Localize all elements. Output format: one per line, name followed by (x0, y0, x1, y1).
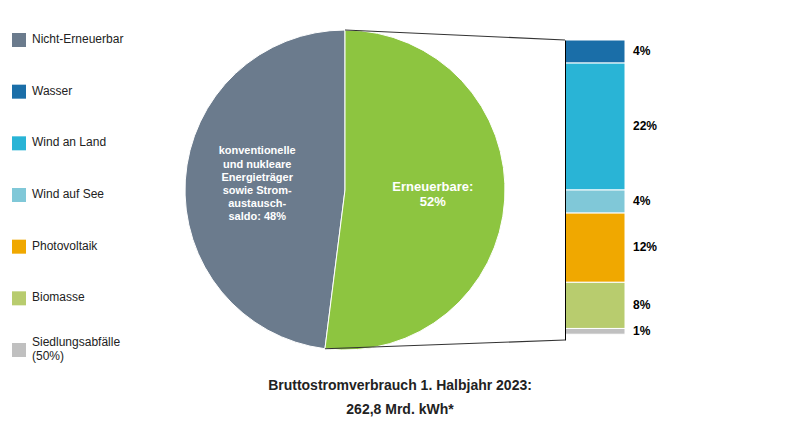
bar-label: 4% (633, 44, 651, 58)
legend-swatch (12, 136, 26, 150)
connector-line (325, 340, 565, 349)
text-line: 52% (420, 195, 446, 210)
legend-item: Wasser (12, 84, 72, 99)
bar-segment (565, 190, 625, 213)
legend-item: Wind an Land (12, 136, 106, 151)
legend-swatch (12, 240, 26, 254)
text-line: sowie Strom- (223, 184, 292, 196)
text-line: Wind an Land (32, 136, 106, 150)
connector-line (345, 30, 565, 40)
text-line: Erneuerbare: (392, 179, 473, 194)
legend-swatch (12, 343, 26, 357)
text-line: Nicht-Erneuerbar (32, 32, 123, 46)
text-line: Wasser (32, 84, 72, 98)
legend-item: Siedlungsabfälle(50%) (12, 335, 120, 363)
title: Bruttostromverbrauch 1. Halbjahr 2023: (268, 377, 532, 393)
legend-label: Nicht-Erneuerbar (32, 32, 123, 46)
legend-swatch (12, 33, 26, 47)
legend: Nicht-Erneuerbar Wasser Wind an Land Wind a… (12, 32, 123, 363)
pie-slice (325, 30, 505, 350)
text-line: (50%) (32, 349, 64, 363)
pie-slice (185, 30, 345, 349)
connectors (325, 30, 565, 349)
legend-label: Biomasse (32, 291, 85, 305)
legend-label: Wasser (32, 84, 72, 98)
text-line: Siedlungsabfälle (32, 335, 120, 349)
pie (185, 30, 505, 350)
pie-label: Erneuerbare:52% (392, 179, 473, 210)
legend-label: Photovoltaik (32, 239, 98, 253)
legend-item: Photovoltaik (12, 239, 98, 254)
bars (565, 40, 625, 334)
text-line: Energieträger (221, 171, 293, 183)
legend-swatch (12, 291, 26, 305)
bar-labels: 4% 22% 4% 12% 8% 1% (633, 44, 657, 338)
legend-label: Wind auf See (32, 187, 104, 201)
legend-item: Biomasse (12, 291, 85, 306)
chart: Nicht-Erneuerbar Wasser Wind an Land Wind a… (0, 0, 800, 432)
legend-label: Wind an Land (32, 136, 106, 150)
legend-item: Wind auf See (12, 187, 104, 202)
legend-item: Nicht-Erneuerbar (12, 32, 123, 47)
bar-segment (565, 328, 625, 334)
bar-segment (565, 282, 625, 328)
text-line: und nukleare (223, 158, 291, 170)
bar-segment (565, 63, 625, 190)
bar-label: 4% (633, 194, 651, 208)
text-line: austausch- (228, 197, 286, 209)
bar-label: 8% (633, 298, 651, 312)
subtitle: 262,8 Mrd. kWh* (346, 401, 454, 417)
text-line: Wind auf See (32, 187, 104, 201)
pie-label: konventionelleund nukleareEnergieträgers… (219, 144, 296, 222)
text-line: konventionelle (219, 144, 296, 156)
bar-label: 12% (633, 240, 657, 254)
y-axis (565, 41, 566, 341)
text-line: Photovoltaik (32, 239, 98, 253)
text-line: saldo: 48% (228, 210, 286, 222)
bar-segment (565, 40, 625, 63)
bar-label: 1% (633, 324, 651, 338)
text-line: Biomasse (32, 291, 85, 305)
bar-label: 22% (633, 119, 657, 133)
pie-labels: konventionelleund nukleareEnergieträgers… (219, 144, 474, 222)
legend-label: Siedlungsabfälle(50%) (32, 335, 120, 363)
legend-swatch (12, 188, 26, 202)
legend-swatch (12, 85, 26, 99)
title-block: Bruttostromverbrauch 1. Halbjahr 2023: 26… (268, 377, 532, 417)
bar-segment (565, 213, 625, 282)
axis-line (565, 41, 566, 341)
